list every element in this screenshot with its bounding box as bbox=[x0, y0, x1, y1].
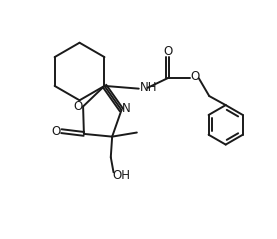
Text: O: O bbox=[163, 45, 172, 58]
Text: NH: NH bbox=[140, 81, 158, 94]
Text: O: O bbox=[190, 70, 200, 83]
Text: OH: OH bbox=[112, 168, 130, 182]
Text: O: O bbox=[73, 100, 83, 113]
Text: O: O bbox=[52, 125, 61, 138]
Text: N: N bbox=[122, 102, 131, 115]
